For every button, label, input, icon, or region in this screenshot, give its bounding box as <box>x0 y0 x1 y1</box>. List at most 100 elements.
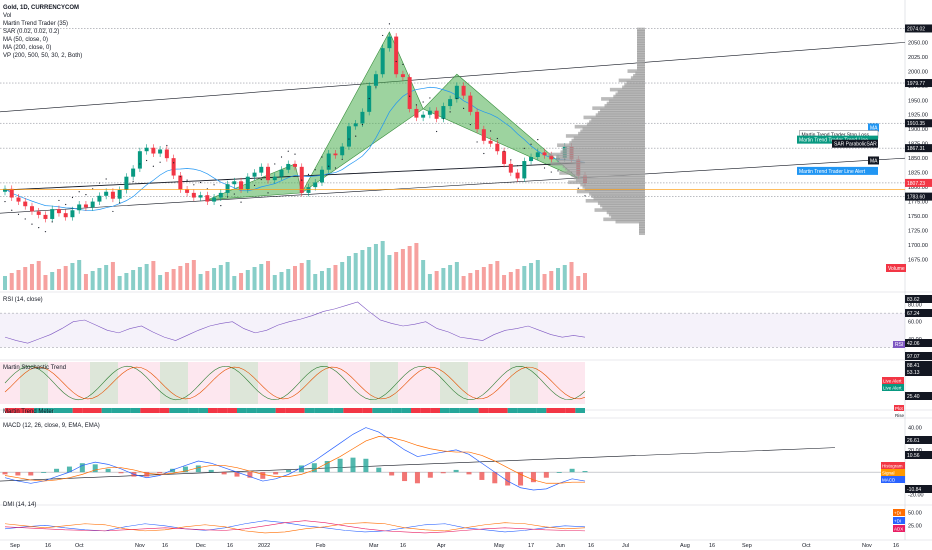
volume-bar <box>16 270 21 290</box>
candle-body <box>83 204 88 208</box>
stochastic-title: Martin Stochastic Trend <box>3 365 66 371</box>
candle-body <box>319 169 324 183</box>
date-axis-label: Jun <box>556 543 565 549</box>
candle-body <box>340 146 345 156</box>
sar-dot <box>516 165 519 167</box>
candle-body <box>488 140 493 144</box>
volume-bar <box>529 263 534 290</box>
volume-bar <box>481 267 486 290</box>
volume-profile-bar <box>600 203 645 208</box>
volume-profile-bar <box>558 159 645 164</box>
volume-bar <box>137 267 142 290</box>
volume-profile-bar <box>556 155 645 159</box>
sar-dot <box>51 221 53 223</box>
sar-dot <box>436 130 438 133</box>
pattern-triangle-left <box>207 163 303 201</box>
trend-meter-cell <box>401 408 411 413</box>
trend-meter-cell <box>411 408 421 413</box>
candle-body <box>468 95 473 112</box>
sar-dot <box>334 167 337 169</box>
volume-bar <box>360 250 365 290</box>
volume-profile-bar <box>593 196 645 201</box>
volume-bar <box>340 262 345 290</box>
sar-dot <box>11 209 13 211</box>
volume-profile-bar <box>618 78 645 83</box>
volume-profile-bar <box>573 136 645 141</box>
volume-profile-bar <box>637 50 645 55</box>
sar-dot <box>240 201 242 203</box>
macd-histogram-bar <box>247 472 253 478</box>
macd-badge <box>905 485 932 493</box>
volume-profile-bar <box>575 178 645 182</box>
rsi-tick-label: 60.00 <box>908 320 922 326</box>
rsi-badge <box>905 295 932 303</box>
volume-profile-bar <box>573 175 645 180</box>
macd-histogram-bar <box>466 472 472 475</box>
volume-profile-bar <box>582 127 645 131</box>
sar-dot <box>355 135 357 137</box>
sar-dot <box>186 179 188 181</box>
trend-meter-cell <box>324 408 334 413</box>
candle-body <box>293 163 297 167</box>
candle-body <box>16 197 21 202</box>
price-tick-label: 2025.00 <box>908 55 928 61</box>
trend-meter-cell <box>188 408 199 413</box>
volume-profile-bar <box>564 166 645 171</box>
volume-profile-bar <box>604 104 645 108</box>
price-tick-label: 1675.00 <box>908 257 928 263</box>
candle-body <box>529 157 534 162</box>
sar-dot <box>38 227 40 229</box>
legend-vol: Vol <box>3 13 11 19</box>
volume-profile-bar <box>635 71 645 76</box>
candle-body <box>36 211 41 215</box>
volume-bar <box>23 267 28 290</box>
trend-meter-cell <box>72 408 83 413</box>
trend-meter-cell <box>92 408 102 413</box>
volume-bar <box>56 269 61 290</box>
sar-dot <box>510 159 512 161</box>
sar-dot <box>301 179 303 181</box>
trend-meter-cell <box>333 408 344 413</box>
candle-body <box>535 152 540 157</box>
trend-meter-cell <box>498 408 508 413</box>
volume-profile-bar <box>567 168 645 173</box>
volume-bar <box>43 275 48 290</box>
volume-bar <box>306 260 311 290</box>
volume-profile-bar <box>585 199 645 203</box>
stochastic-badge-label: 53.13 <box>907 370 920 376</box>
price-badge-label: 1910.35 <box>907 121 925 127</box>
volume-bar <box>218 265 223 290</box>
volume-bar <box>394 252 399 290</box>
sar-dot <box>368 97 370 100</box>
volume-bar <box>70 263 75 290</box>
macd-histogram-bar <box>118 472 124 474</box>
sar-dot <box>361 123 364 126</box>
volume-bar <box>569 262 574 290</box>
sar-dot <box>78 191 80 193</box>
legend-vp: VP (200, 500, 50, 30, 2, Both) <box>3 53 82 59</box>
volume-bar <box>427 274 432 290</box>
candle-body <box>151 147 156 154</box>
macd-histogram-bar <box>182 466 188 473</box>
sar-dot <box>146 159 148 162</box>
candle-body <box>239 181 244 190</box>
volume-bar <box>212 268 217 290</box>
price-badge <box>868 123 879 132</box>
dmi-badge-label: ADX <box>894 527 903 532</box>
volume-profile-bar <box>639 222 645 226</box>
sar-dot <box>233 193 235 195</box>
candle-body <box>252 172 257 177</box>
channel-upper-line <box>0 42 906 113</box>
sar-dot <box>402 63 404 65</box>
macd-histogram-bar <box>221 472 227 475</box>
macd-badge-label: 10.56 <box>907 453 920 459</box>
sar-dot <box>226 196 229 198</box>
candle-body <box>77 204 82 211</box>
candle-body <box>29 206 34 212</box>
price-tick-label: 1725.00 <box>908 229 928 235</box>
price-tick-label: 1800.00 <box>908 185 928 191</box>
price-badge-label: 1979.77 <box>907 81 925 87</box>
candle-body <box>434 110 439 119</box>
macd-histogram-bar <box>505 472 511 486</box>
